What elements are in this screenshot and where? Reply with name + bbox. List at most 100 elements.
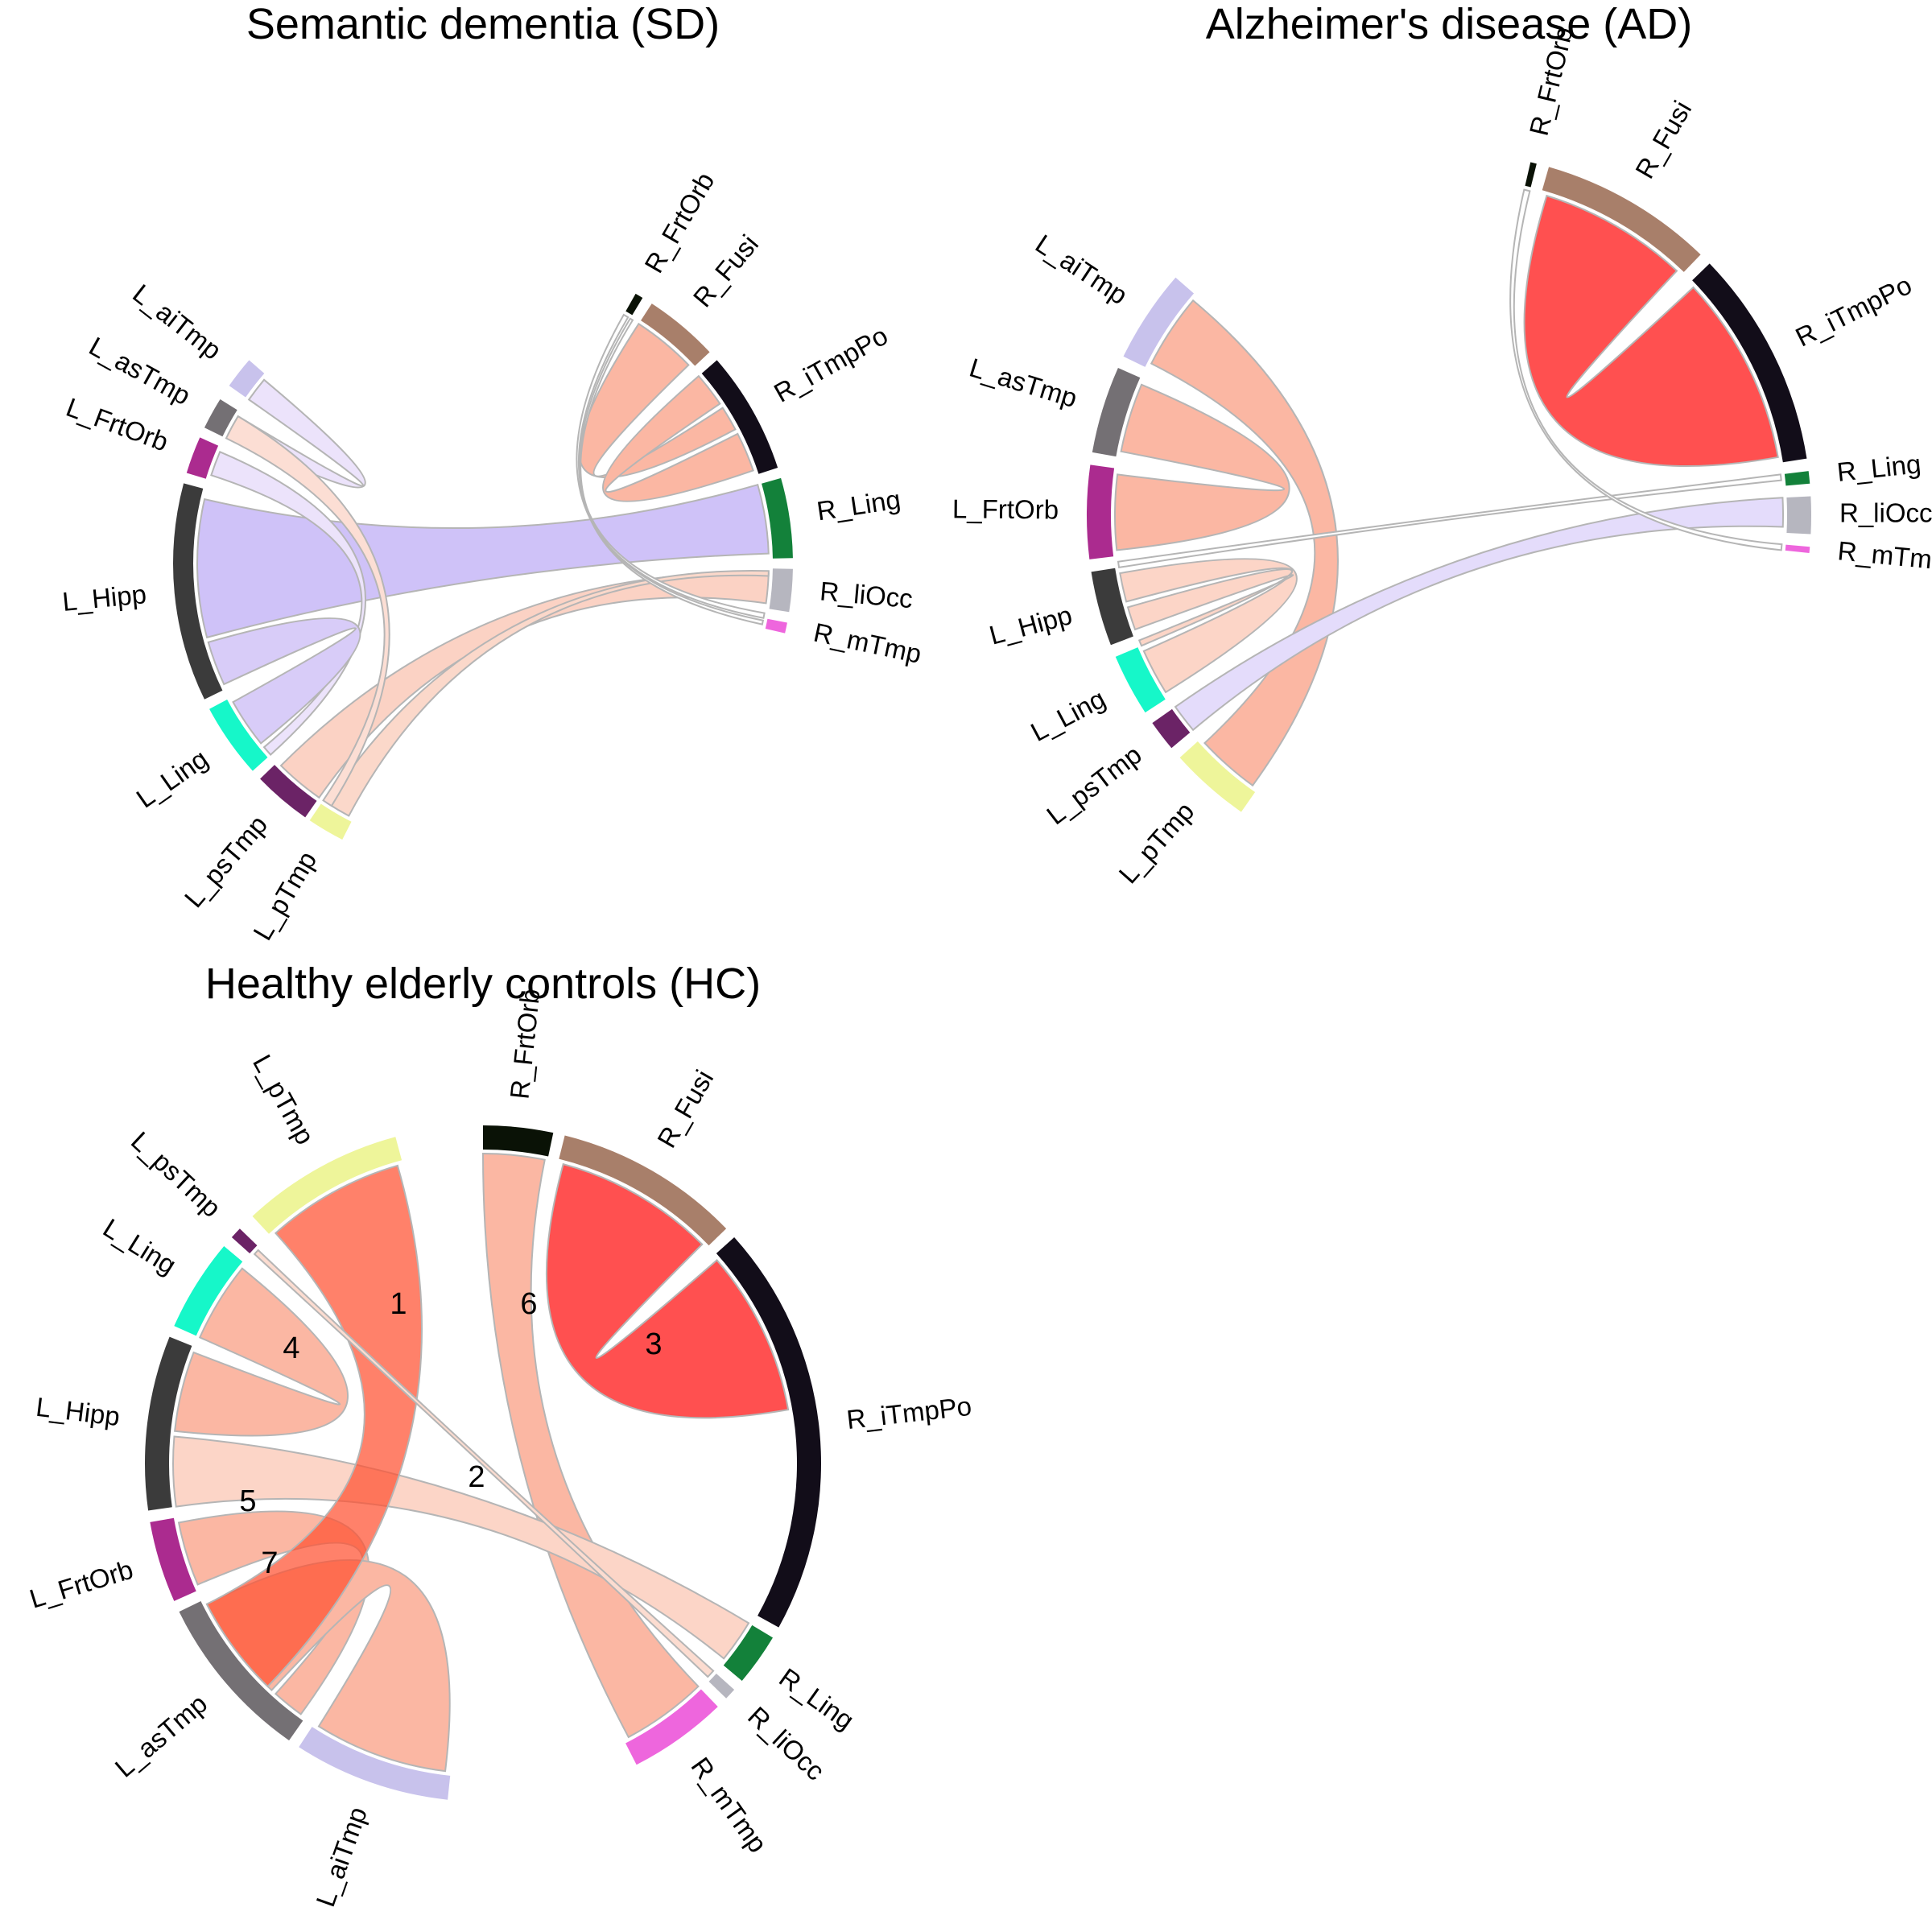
sector-label-ad-R_liOcc: R_liOcc xyxy=(1839,498,1932,528)
sector-ad-L_psTmp xyxy=(1152,708,1191,749)
sector-label-ad-L_psTmp: L_psTmp xyxy=(1041,739,1147,830)
sector-label-hc-R_mTmp: R_mTmp xyxy=(685,1752,773,1858)
sector-label-hc-R_iTmpPo: R_iTmpPo xyxy=(845,1391,973,1435)
sector-ad-L_FrtOrb xyxy=(1086,464,1115,559)
sector-label-hc-L_aiTmp: L_aiTmp xyxy=(310,1803,373,1910)
link-hc-0 xyxy=(546,1162,790,1419)
sector-hc-L_aiTmp xyxy=(299,1727,451,1800)
link-sd-8 xyxy=(602,374,754,502)
link-label-hc-0: 3 xyxy=(645,1327,662,1361)
link-label-hc-3: 5 xyxy=(239,1484,256,1518)
sector-label-hc-L_Hipp: L_Hipp xyxy=(35,1392,122,1431)
sector-hc-R_Ling xyxy=(723,1624,774,1681)
chord-diagram-ad: Alzheimer's disease (AD) L_pTmpL_psTmpL_L… xyxy=(952,0,1932,889)
sector-label-ad-L_Ling: L_Ling xyxy=(1026,683,1110,747)
link-ad-1 xyxy=(1114,383,1290,551)
sector-label-ad-R_iTmpPo: R_iTmpPo xyxy=(1791,270,1917,353)
sector-label-ad-R_Fusi: R_Fusi xyxy=(1629,96,1697,184)
sector-label-sd-L_pTmp: L_pTmp xyxy=(247,846,322,945)
sector-hc-L_psTmp xyxy=(231,1228,258,1254)
link-ad-3 xyxy=(1126,568,1294,647)
link-sd-10 xyxy=(578,317,765,625)
sector-label-hc-L_psTmp: L_psTmp xyxy=(126,1125,227,1223)
link-hc-6 xyxy=(205,1164,423,1688)
sector-hc-R_Fusi xyxy=(559,1135,727,1246)
sector-sd-R_Fusi xyxy=(641,303,710,366)
sectors-hc xyxy=(145,1125,821,1800)
sector-label-sd-L_FrtOrb: L_FrtOrb xyxy=(62,392,172,457)
link-hc-1 xyxy=(481,1152,700,1739)
link-sd-4 xyxy=(207,617,361,745)
sector-label-ad-L_asTmp: L_asTmp xyxy=(966,353,1080,414)
sector-label-sd-R_mTmp: R_mTmp xyxy=(811,617,924,669)
sector-label-ad-L_aiTmp: L_aiTmp xyxy=(1030,229,1133,311)
sector-ad-R_FrtOrb xyxy=(1525,162,1537,188)
sector-sd-R_Ling xyxy=(762,477,793,559)
sector-hc-L_FrtOrb xyxy=(150,1517,196,1601)
sector-sd-R_mTmp xyxy=(765,618,787,634)
sector-label-hc-L_pTmp: L_pTmp xyxy=(247,1050,320,1150)
sector-sd-R_liOcc xyxy=(769,568,793,613)
sector-label-ad-L_Hipp: L_Hipp xyxy=(986,600,1075,650)
sector-label-hc-L_Ling: L_Ling xyxy=(98,1212,182,1280)
link-ad-5 xyxy=(1174,497,1784,732)
chord-diagram-sd: Semantic dementia (SD) L_pTmpL_psTmpL_Lin… xyxy=(61,0,924,945)
link-sd-3 xyxy=(210,450,367,756)
sector-ad-R_Fusi xyxy=(1542,167,1701,272)
link-label-hc-4: 7 xyxy=(261,1546,278,1580)
link-ad-7 xyxy=(1509,188,1783,551)
sector-ad-R_mTmp xyxy=(1785,544,1810,554)
link-hc-3 xyxy=(172,1435,750,1660)
title-ad: Alzheimer's disease (AD) xyxy=(1206,0,1693,48)
link-sd-9 xyxy=(576,313,766,619)
sector-label-sd-R_iTmpPo: R_iTmpPo xyxy=(769,320,893,408)
sector-label-sd-R_Fusi: R_Fusi xyxy=(687,229,765,313)
links-sd xyxy=(196,313,770,817)
sector-label-sd-R_liOcc: R_liOcc xyxy=(819,576,914,613)
sector-hc-R_FrtOrb xyxy=(483,1125,554,1157)
sector-ad-R_iTmpPo xyxy=(1692,263,1807,463)
sector-sd-L_pTmp xyxy=(309,803,352,840)
sector-ad-R_Ling xyxy=(1784,471,1810,486)
link-label-hc-2: 4 xyxy=(283,1331,299,1365)
sector-label-sd-R_Ling: R_Ling xyxy=(815,484,902,526)
sector-ad-L_pTmp xyxy=(1179,741,1256,812)
sector-hc-L_asTmp xyxy=(179,1600,303,1741)
link-sd-2 xyxy=(326,570,770,817)
sector-sd-L_FrtOrb xyxy=(186,437,219,479)
title-hc: Healthy elderly controls (HC) xyxy=(205,960,761,1008)
link-ad-2 xyxy=(1119,558,1298,694)
sector-label-sd-R_FrtOrb: R_FrtOrb xyxy=(638,167,720,278)
sector-label-hc-L_asTmp: L_asTmp xyxy=(109,1688,213,1782)
sector-sd-L_Ling xyxy=(209,700,268,771)
sector-label-hc-R_Fusi: R_Fusi xyxy=(651,1065,719,1153)
sector-label-ad-R_mTmp: R_mTmp xyxy=(1836,535,1932,576)
link-hc-7 xyxy=(253,1249,715,1678)
links-hc xyxy=(172,1152,790,1773)
sector-ad-L_asTmp xyxy=(1092,367,1141,457)
sector-label-sd-L_aiTmp: L_aiTmp xyxy=(127,279,227,365)
sectors-ad xyxy=(1086,162,1811,812)
sector-sd-R_FrtOrb xyxy=(625,293,643,316)
sectors-sd xyxy=(172,293,793,840)
sector-ad-L_Ling xyxy=(1115,647,1166,713)
link-sd-6 xyxy=(225,415,390,807)
sector-hc-R_mTmp xyxy=(625,1689,718,1765)
chord-diagram-hc: Healthy elderly controls (HC) 3 6 4 57 1 2 L_pT… xyxy=(26,960,972,1910)
link-label-hc-7: 2 xyxy=(468,1460,485,1494)
sector-hc-L_Ling xyxy=(174,1246,243,1336)
link-hc-2 xyxy=(174,1267,349,1437)
sector-label-hc-L_FrtOrb: L_FrtOrb xyxy=(26,1554,136,1614)
sector-hc-L_Hipp xyxy=(145,1336,192,1511)
sector-ad-L_Hipp xyxy=(1091,568,1133,646)
sector-label-ad-L_FrtOrb: L_FrtOrb xyxy=(952,493,1059,524)
sector-label-sd-L_Ling: L_Ling xyxy=(131,743,213,813)
sector-hc-R_iTmpPo xyxy=(716,1236,821,1628)
sector-label-sd-L_psTmp: L_psTmp xyxy=(179,810,273,914)
sector-sd-L_aiTmp xyxy=(229,360,265,398)
title-sd: Semantic dementia (SD) xyxy=(246,0,720,48)
sector-sd-R_iTmpPo xyxy=(701,360,778,474)
sector-label-sd-L_Hipp: L_Hipp xyxy=(61,579,148,617)
sector-hc-R_liOcc xyxy=(708,1673,735,1699)
